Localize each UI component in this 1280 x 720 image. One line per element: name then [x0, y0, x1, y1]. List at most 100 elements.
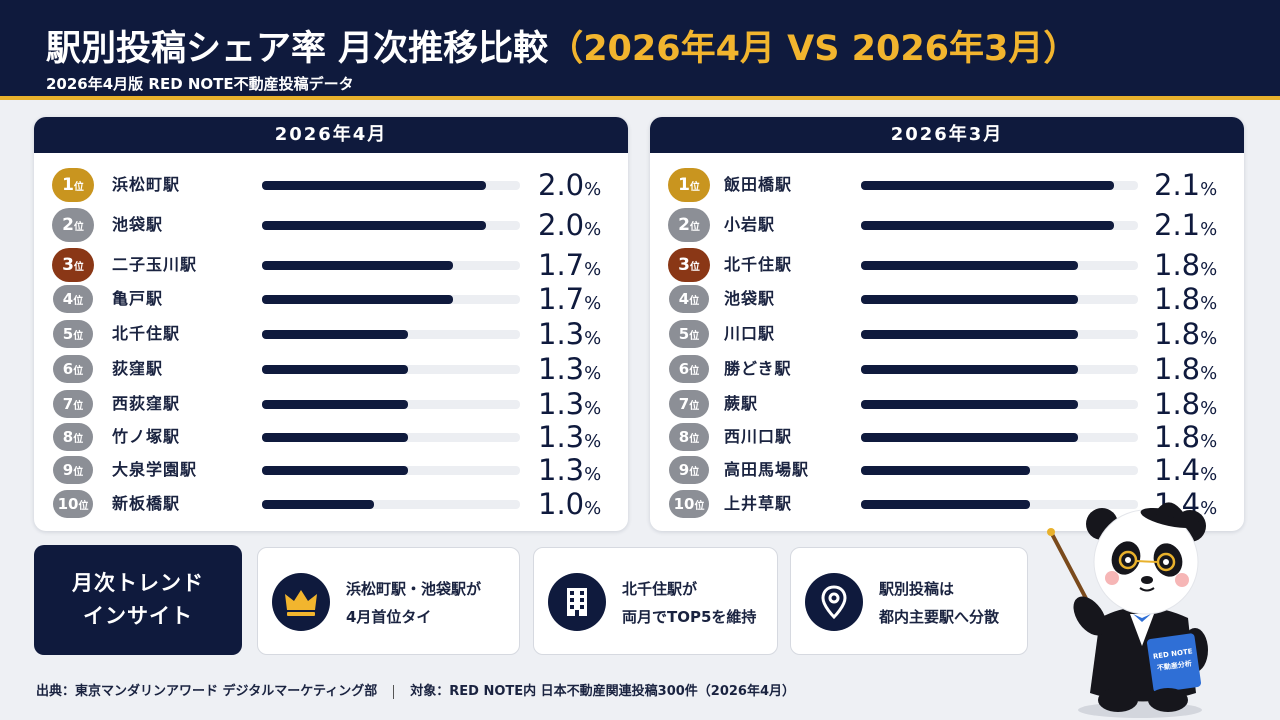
- share-value: 1.4%: [1154, 453, 1217, 492]
- bar-track: [262, 500, 520, 509]
- bar-track: [861, 466, 1138, 475]
- rank-badge: 7位: [53, 390, 93, 418]
- ranking-row: 10位 新板橋駅 1.0%: [34, 487, 628, 521]
- station-name: 池袋駅: [724, 289, 776, 308]
- share-value-number: 1.8: [1154, 248, 1201, 282]
- bar-fill: [262, 500, 375, 509]
- insight-card-kitasenju-line2: 両月でTOP5を維持: [622, 608, 757, 626]
- share-value-number: 2.0: [538, 168, 585, 202]
- rank-number: 6: [678, 360, 690, 378]
- rank-number: 2: [678, 215, 690, 235]
- map-pin-icon: [805, 573, 863, 631]
- rank-number: 2: [62, 215, 74, 235]
- share-value-unit: %: [1200, 398, 1218, 419]
- share-value-number: 1.7: [538, 282, 585, 316]
- share-value-number: 2.0: [538, 208, 585, 242]
- rank-number: 3: [62, 255, 74, 275]
- share-value-number: 1.7: [538, 248, 585, 282]
- title-highlight: （2026年4月 VS 2026年3月）: [548, 29, 1079, 69]
- bar-track: [861, 330, 1138, 339]
- rank-suffix: 位: [73, 331, 84, 342]
- rank-suffix: 位: [73, 296, 84, 307]
- share-value-number: 1.8: [1154, 282, 1201, 316]
- rank-suffix: 位: [689, 467, 700, 478]
- share-value: 1.8%: [1154, 387, 1217, 426]
- rank-suffix: 位: [689, 366, 700, 377]
- bar-fill: [861, 221, 1114, 230]
- bar-track: [262, 295, 520, 304]
- bar-fill: [861, 330, 1078, 339]
- share-value: 1.0%: [538, 487, 601, 526]
- share-value-number: 1.0: [538, 487, 585, 521]
- rank-number: 7: [678, 395, 690, 413]
- insight-card-top-line1: 浜松町駅・池袋駅が: [346, 580, 482, 598]
- station-name: 浜松町駅: [112, 175, 181, 194]
- insight-card-distribution-line1: 駅別投稿は: [879, 580, 955, 598]
- rank-badge: 4位: [669, 285, 709, 313]
- insight-card-distribution-text: 駅別投稿は 都内主要駅へ分散: [879, 575, 999, 631]
- bar-track: [262, 330, 520, 339]
- insight-card-kitasenju: 北千住駅が 両月でTOP5を維持: [533, 547, 778, 655]
- rank-badge: 3位: [52, 248, 94, 282]
- share-value-unit: %: [1200, 179, 1218, 200]
- header-bar: 駅別投稿シェア率 月次推移比較（2026年4月 VS 2026年3月） 2026…: [0, 0, 1280, 100]
- share-value-unit: %: [584, 219, 602, 240]
- share-value: 1.3%: [538, 420, 601, 459]
- rank-suffix: 位: [73, 467, 84, 478]
- bar-track: [861, 365, 1138, 374]
- rank-suffix: 位: [689, 296, 700, 307]
- rank-suffix: 位: [73, 222, 84, 233]
- rank-badge: 5位: [53, 320, 93, 348]
- rank-number: 8: [678, 428, 690, 446]
- insight-card-kitasenju-text: 北千住駅が 両月でTOP5を維持: [622, 575, 756, 631]
- station-name: 小岩駅: [724, 215, 776, 234]
- share-value-number: 1.3: [538, 352, 585, 386]
- insight-card-top-line2: 4月首位タイ: [346, 608, 432, 626]
- insight-card-top: 浜松町駅・池袋駅が 4月首位タイ: [257, 547, 520, 655]
- rank-badge: 1位: [668, 168, 710, 202]
- bar-track: [861, 221, 1138, 230]
- station-name: 新板橋駅: [112, 494, 181, 513]
- ranking-row: 5位 北千住駅 1.3%: [34, 317, 628, 351]
- station-name: 北千住駅: [112, 324, 181, 343]
- bar-fill: [262, 221, 487, 230]
- ranking-row: 8位 竹ノ塚駅 1.3%: [34, 420, 628, 454]
- bar-track: [262, 433, 520, 442]
- rank-badge: 3位: [668, 248, 710, 282]
- rank-number: 1: [62, 175, 74, 195]
- rank-number: 7: [62, 395, 74, 413]
- rank-badge: 4位: [53, 285, 93, 313]
- rank-badge: 10位: [53, 490, 93, 518]
- insight-card-kitasenju-line1: 北千住駅が: [622, 580, 698, 598]
- share-value: 1.3%: [538, 317, 601, 356]
- share-value-number: 1.8: [1154, 317, 1201, 351]
- ranking-row: 9位 高田馬場駅 1.4%: [650, 453, 1244, 487]
- share-value-number: 2.1: [1154, 208, 1201, 242]
- rank-number: 6: [62, 360, 74, 378]
- page-subtitle: 2026年4月版 RED NOTE不動産投稿データ: [46, 75, 354, 93]
- station-name: 二子玉川駅: [112, 255, 198, 274]
- ranking-row: 1位 飯田橋駅 2.1%: [650, 168, 1244, 202]
- bar-fill: [861, 466, 1030, 475]
- station-name: 北千住駅: [724, 255, 793, 274]
- rank-suffix: 位: [689, 222, 700, 233]
- bar-fill: [861, 500, 1030, 509]
- share-value-number: 1.3: [538, 317, 585, 351]
- bar-track: [861, 295, 1138, 304]
- bar-track: [861, 400, 1138, 409]
- ranking-row: 1位 浜松町駅 2.0%: [34, 168, 628, 202]
- station-name: 上井草駅: [724, 494, 793, 513]
- share-value-unit: %: [584, 431, 602, 452]
- footer-source: 出典：東京マンダリンアワード デジタルマーケティング部: [36, 684, 378, 699]
- rank-badge: 6位: [53, 355, 93, 383]
- ranking-row: 5位 川口駅 1.8%: [650, 317, 1244, 351]
- ranking-row: 3位 二子玉川駅 1.7%: [34, 248, 628, 282]
- panel-title-march: 2026年3月: [650, 117, 1244, 153]
- station-name: 飯田橋駅: [724, 175, 793, 194]
- share-value-unit: %: [1200, 293, 1218, 314]
- rank-number: 9: [678, 461, 690, 479]
- footer: 出典：東京マンダリンアワード デジタルマーケティング部 対象：RED NOTE内 …: [36, 680, 795, 699]
- rank-badge: 2位: [668, 208, 710, 242]
- rank-suffix: 位: [73, 182, 84, 193]
- rank-number: 4: [678, 290, 690, 308]
